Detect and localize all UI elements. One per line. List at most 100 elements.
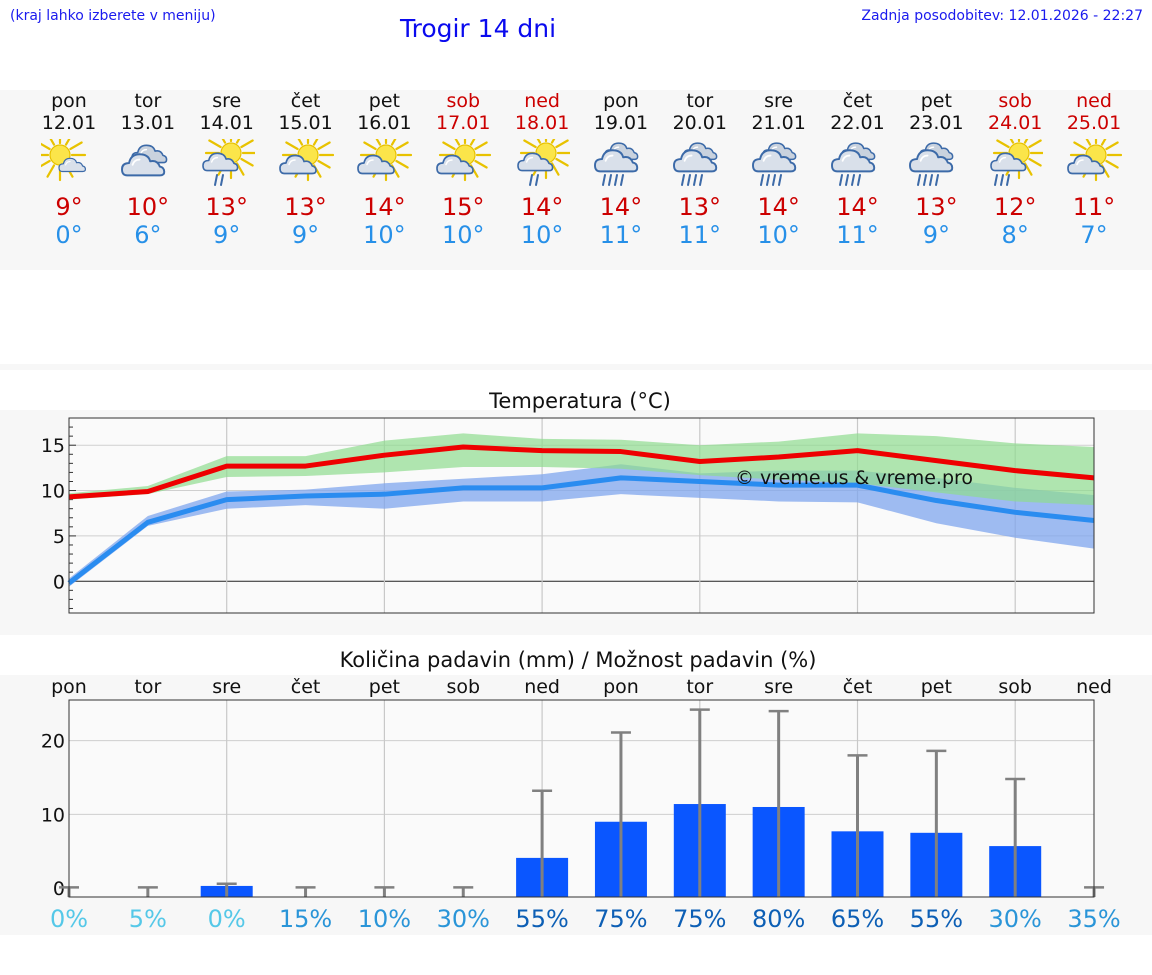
min-temp-line: [67, 475, 1095, 586]
min-temp: 0°: [55, 221, 83, 249]
min-temp: 11°: [836, 221, 879, 249]
day-column: tor 13.01 10° 6°: [108, 90, 188, 249]
precip-day-label: pon: [51, 676, 87, 698]
min-temp: 8°: [1001, 221, 1029, 249]
day-date: 20.01: [672, 112, 727, 134]
min-temp: 10°: [441, 221, 485, 249]
page-title: Trogir 14 dni: [400, 14, 557, 43]
last-update-text: Zadnja posodobitev: 12.01.2026 - 22:27: [861, 8, 1143, 24]
temperature-plot-frame: [68, 417, 1095, 614]
precip-day-label: sob: [446, 676, 480, 698]
day-date: 18.01: [514, 112, 570, 134]
max-temp: 13°: [205, 193, 248, 221]
partly-cloudy-icon: [278, 139, 334, 182]
day-column: sob 24.01 12° 8°: [975, 90, 1055, 249]
precip-day-label: tor: [134, 676, 161, 698]
precip-chance-label: 15%: [279, 905, 332, 933]
precip-chance-label: 5%: [129, 905, 167, 933]
max-temp: 14°: [520, 193, 564, 221]
max-temp: 14°: [363, 193, 406, 221]
day-date: 23.01: [909, 112, 964, 134]
precip-ytick-label: 20: [41, 731, 65, 753]
sun-light-rain-icon: [201, 139, 255, 186]
precip-day-label: čet: [291, 676, 321, 698]
precip-chance-label: 0%: [50, 905, 88, 933]
day-date: 17.01: [436, 112, 491, 134]
day-column: ned 18.01 14° 10°: [502, 90, 582, 249]
temperature-chart-title: Temperatura (°C): [488, 389, 671, 413]
day-name: pon: [603, 90, 639, 112]
max-temp: 14°: [599, 193, 643, 221]
day-name: čet: [842, 90, 873, 112]
precip-day-label: sre: [764, 676, 793, 698]
day-column: tor 20.01 13° 11°: [660, 90, 740, 249]
day-date: 21.01: [751, 112, 806, 134]
precip-chance-label: 30%: [989, 905, 1042, 933]
day-name: sre: [212, 90, 242, 112]
min-temp: 9°: [291, 221, 320, 249]
max-temp: 13°: [678, 193, 722, 221]
day-name: ned: [1076, 90, 1112, 112]
min-temp: 10°: [520, 221, 564, 249]
precip-day-label: sre: [212, 676, 241, 698]
day-column: sob 17.01 15° 10°: [423, 90, 503, 249]
min-temp: 9°: [213, 221, 241, 249]
day-column: pon 19.01 14° 11°: [581, 90, 661, 249]
daily-forecast-panel: pon 12.01 9° 0° tor 13.01 10° 6° sre 14.01 13° 9…: [0, 90, 1152, 270]
precip-day-label: ned: [524, 676, 560, 698]
precip-day-label: ned: [1076, 676, 1112, 698]
precip-chance-label: 75%: [594, 905, 647, 933]
min-temp: 7°: [1080, 221, 1108, 249]
precip-chance-label: 75%: [673, 905, 726, 933]
min-temp: 10°: [363, 221, 406, 249]
day-column: čet 15.01 13° 9°: [266, 90, 346, 249]
day-column: sre 21.01 14° 10°: [739, 90, 819, 249]
precip-day-label: pet: [921, 676, 952, 698]
location-menu-hint: (kraj lahko izberete v meniju): [10, 8, 216, 24]
max-temp-line: [68, 444, 1095, 500]
max-temp: 13°: [915, 193, 958, 221]
separator: [0, 364, 1152, 370]
precip-chance-label: 55%: [515, 905, 568, 933]
partly-cloudy-icon: [1067, 139, 1123, 182]
day-date: 19.01: [593, 112, 649, 134]
sun-small-cloud-icon: [41, 139, 87, 182]
precip-chance-label: 0%: [208, 905, 246, 933]
day-name: čet: [290, 90, 321, 112]
min-temp: 6°: [134, 221, 162, 249]
precip-chance-label: 30%: [437, 905, 490, 933]
day-column: pon 12.01 9° 0°: [29, 90, 109, 249]
precip-day-label: sob: [998, 676, 1032, 698]
precip-chance-label: 10%: [358, 905, 411, 933]
day-date: 25.01: [1066, 112, 1122, 134]
sun-rain-icon: [990, 139, 1044, 186]
min-temp: 11°: [599, 221, 643, 249]
precip-day-label: čet: [843, 676, 873, 698]
max-temp: 11°: [1072, 193, 1116, 221]
temperature-ytick-label: 15: [41, 435, 65, 457]
temperature-ytick-label: 5: [53, 526, 65, 548]
day-name: pon: [51, 90, 87, 112]
precip-day-label: pet: [369, 676, 400, 698]
day-column: sre 14.01 13° 9°: [187, 90, 267, 249]
day-name: pet: [920, 90, 952, 112]
max-temp: 15°: [441, 193, 485, 221]
max-temp: 12°: [993, 193, 1037, 221]
cloud-rain-icon: [751, 142, 797, 186]
day-date: 13.01: [120, 112, 176, 134]
day-column: čet 22.01 14° 11°: [818, 90, 898, 249]
max-temp: 9°: [55, 193, 83, 221]
day-column: ned 25.01 11° 7°: [1054, 90, 1134, 249]
precipitation-chart-title: Količina padavin (mm) / Možnost padavin …: [340, 648, 817, 672]
day-column: pet 23.01 13° 9°: [896, 90, 976, 249]
precip-chance-label: 55%: [910, 905, 963, 933]
precip-day-label: pon: [603, 676, 639, 698]
day-date: 14.01: [199, 112, 254, 134]
min-temp: 10°: [757, 221, 800, 249]
day-name: sre: [764, 90, 794, 112]
partly-cloudy-icon: [357, 139, 413, 182]
watermark-text: © vreme.us & vreme.pro: [735, 467, 973, 489]
temperature-ytick-label: 10: [41, 481, 65, 503]
day-date: 15.01: [278, 112, 333, 134]
